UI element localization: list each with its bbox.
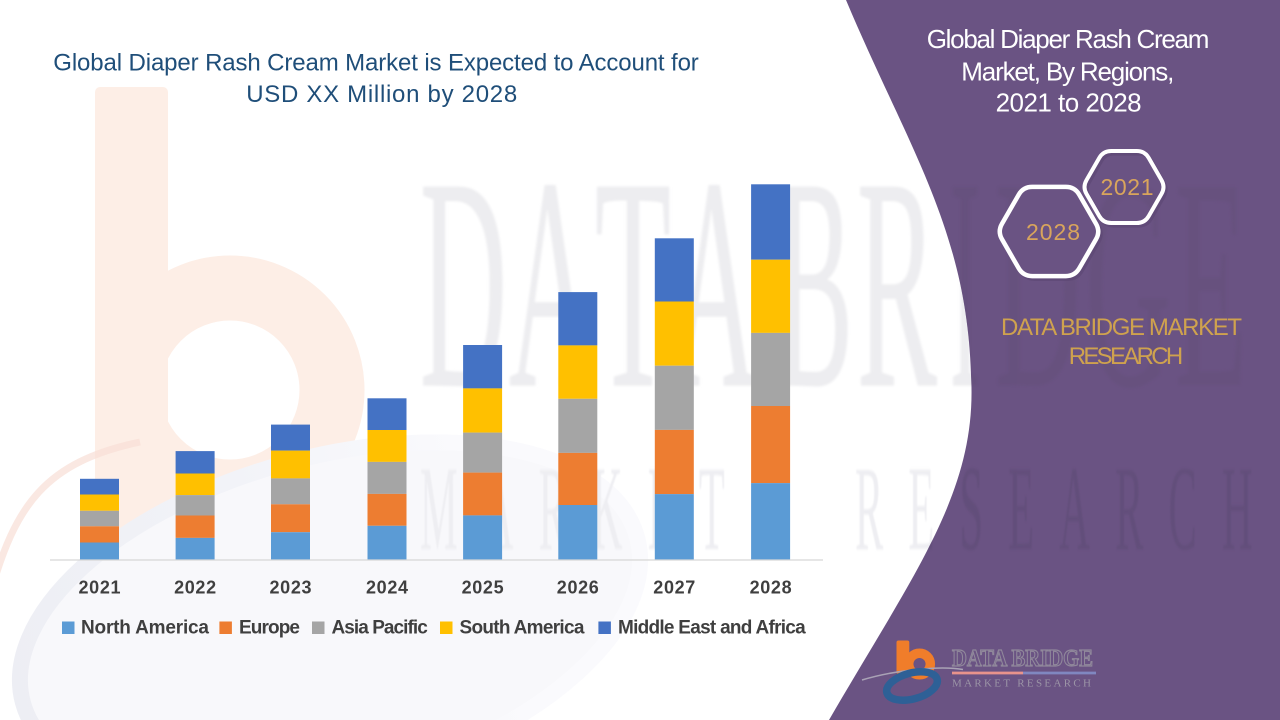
svg-text:Europe: Europe [239, 618, 300, 639]
svg-text:RESEARCH: RESEARCH [1069, 343, 1184, 370]
svg-text:Global Diaper Rash Cream Marke: Global Diaper Rash Cream Market is Expec… [53, 50, 699, 77]
svg-text:Asia Pacific: Asia Pacific [332, 618, 429, 639]
svg-text:Middle East and Africa: Middle East and Africa [618, 618, 806, 639]
svg-text:Global Diaper Rash Cream: Global Diaper Rash Cream [927, 24, 1210, 54]
svg-text:USD XX Million by 2028: USD XX Million by 2028 [246, 81, 517, 108]
svg-text:E: E [1175, 117, 1247, 451]
svg-text:2028: 2028 [1026, 219, 1080, 245]
svg-text:2022: 2022 [174, 578, 216, 598]
svg-text:North America: North America [81, 618, 209, 639]
svg-text:2021 to 2028: 2021 to 2028 [996, 87, 1142, 117]
svg-text:2027: 2027 [653, 578, 695, 598]
svg-text:DATA BRIDGE MARKET: DATA BRIDGE MARKET [1001, 314, 1242, 341]
svg-text:South America: South America [460, 618, 585, 639]
svg-text:DATA BRIDGE: DATA BRIDGE [952, 646, 1093, 672]
svg-text:2024: 2024 [366, 578, 408, 598]
svg-text:2026: 2026 [557, 578, 599, 598]
svg-text:2021: 2021 [79, 578, 121, 598]
svg-text:2025: 2025 [462, 578, 504, 598]
svg-text:D: D [995, 117, 1081, 451]
svg-text:2021: 2021 [1101, 174, 1154, 200]
svg-text:Market, By Regions,: Market, By Regions, [961, 57, 1174, 87]
svg-text:2023: 2023 [270, 578, 312, 598]
svg-text:2028: 2028 [750, 578, 792, 598]
svg-text:MARKET RESEARCH: MARKET RESEARCH [952, 678, 1091, 690]
